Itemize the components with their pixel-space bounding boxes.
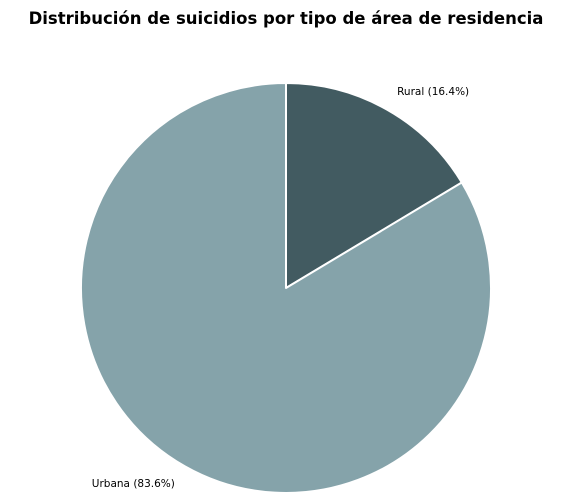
pie-slices: [80, 82, 492, 494]
pie-label-rural: Rural (16.4%): [397, 86, 469, 98]
pie-slice-urbana: [80, 82, 492, 494]
pie-labels: Rural (16.4%) Urbana (83.6%): [92, 86, 469, 490]
pie-slice-rural: [285, 82, 463, 289]
pie-label-urbana: Urbana (83.6%): [92, 478, 175, 490]
chart-title: Distribución de suicidios por tipo de ár…: [29, 9, 544, 28]
